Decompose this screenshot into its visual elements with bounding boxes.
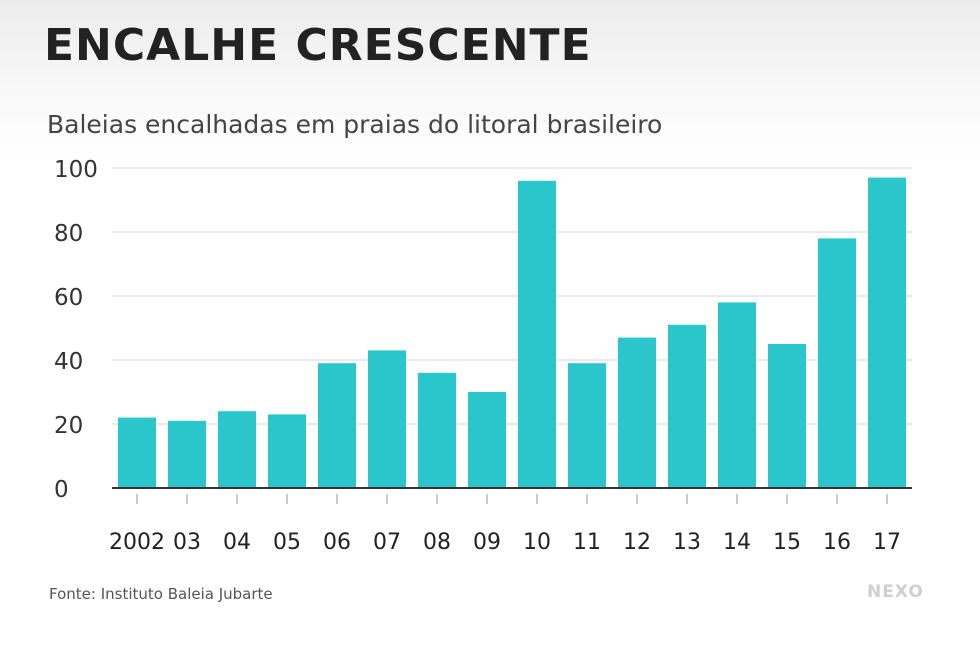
bar-14 (718, 302, 756, 488)
chart-title: ENCALHE CRESCENTE (44, 20, 592, 71)
bar-03 (168, 420, 206, 488)
x-tick-label: 10 (523, 530, 551, 555)
bar-08 (418, 372, 456, 488)
bar-06 (318, 363, 356, 488)
y-tick-label: 60 (54, 285, 83, 311)
bar-15 (768, 344, 806, 488)
x-tick-label: 2002 (109, 530, 165, 555)
y-tick-label: 80 (54, 221, 83, 247)
x-tick-label: 13 (673, 530, 701, 555)
x-tick-label: 07 (373, 530, 401, 555)
y-tick-label: 100 (54, 157, 98, 183)
bar-05 (268, 414, 306, 488)
bar-2002 (118, 417, 156, 488)
x-tick-label: 04 (223, 530, 251, 555)
bar-17 (868, 177, 906, 488)
x-tick-label: 08 (423, 530, 451, 555)
bars (118, 177, 906, 489)
bar-09 (468, 392, 506, 488)
bar-12 (618, 337, 656, 488)
bar-11 (568, 363, 606, 488)
x-tick-label: 11 (573, 530, 601, 555)
x-tick-label: 16 (823, 530, 851, 555)
x-tick-label: 14 (723, 530, 751, 555)
bar-13 (668, 324, 706, 488)
y-tick-label: 0 (54, 477, 69, 503)
chart-subtitle: Baleias encalhadas em praias do litoral … (47, 110, 663, 139)
y-axis-ticks: 0 20 40 60 80 100 (54, 157, 98, 503)
x-tick-label: 12 (623, 530, 651, 555)
x-axis-ticks: 2002 03 04 05 06 07 08 09 10 11 12 13 14 15 16 17 (109, 494, 901, 555)
x-tick-label: 03 (173, 530, 201, 555)
bar-16 (818, 238, 856, 488)
nexo-logo: NEXO (867, 582, 924, 602)
bar-04 (218, 411, 256, 488)
bar-10 (518, 180, 556, 489)
x-tick-label: 05 (273, 530, 301, 555)
y-tick-label: 40 (54, 349, 83, 375)
bar-07 (368, 350, 406, 488)
y-tick-label: 20 (54, 413, 83, 439)
x-tick-label: 17 (873, 530, 901, 555)
x-tick-label: 09 (473, 530, 501, 555)
x-tick-label: 06 (323, 530, 351, 555)
x-tick-label: 15 (773, 530, 801, 555)
source-note: Fonte: Instituto Baleia Jubarte (49, 585, 273, 603)
